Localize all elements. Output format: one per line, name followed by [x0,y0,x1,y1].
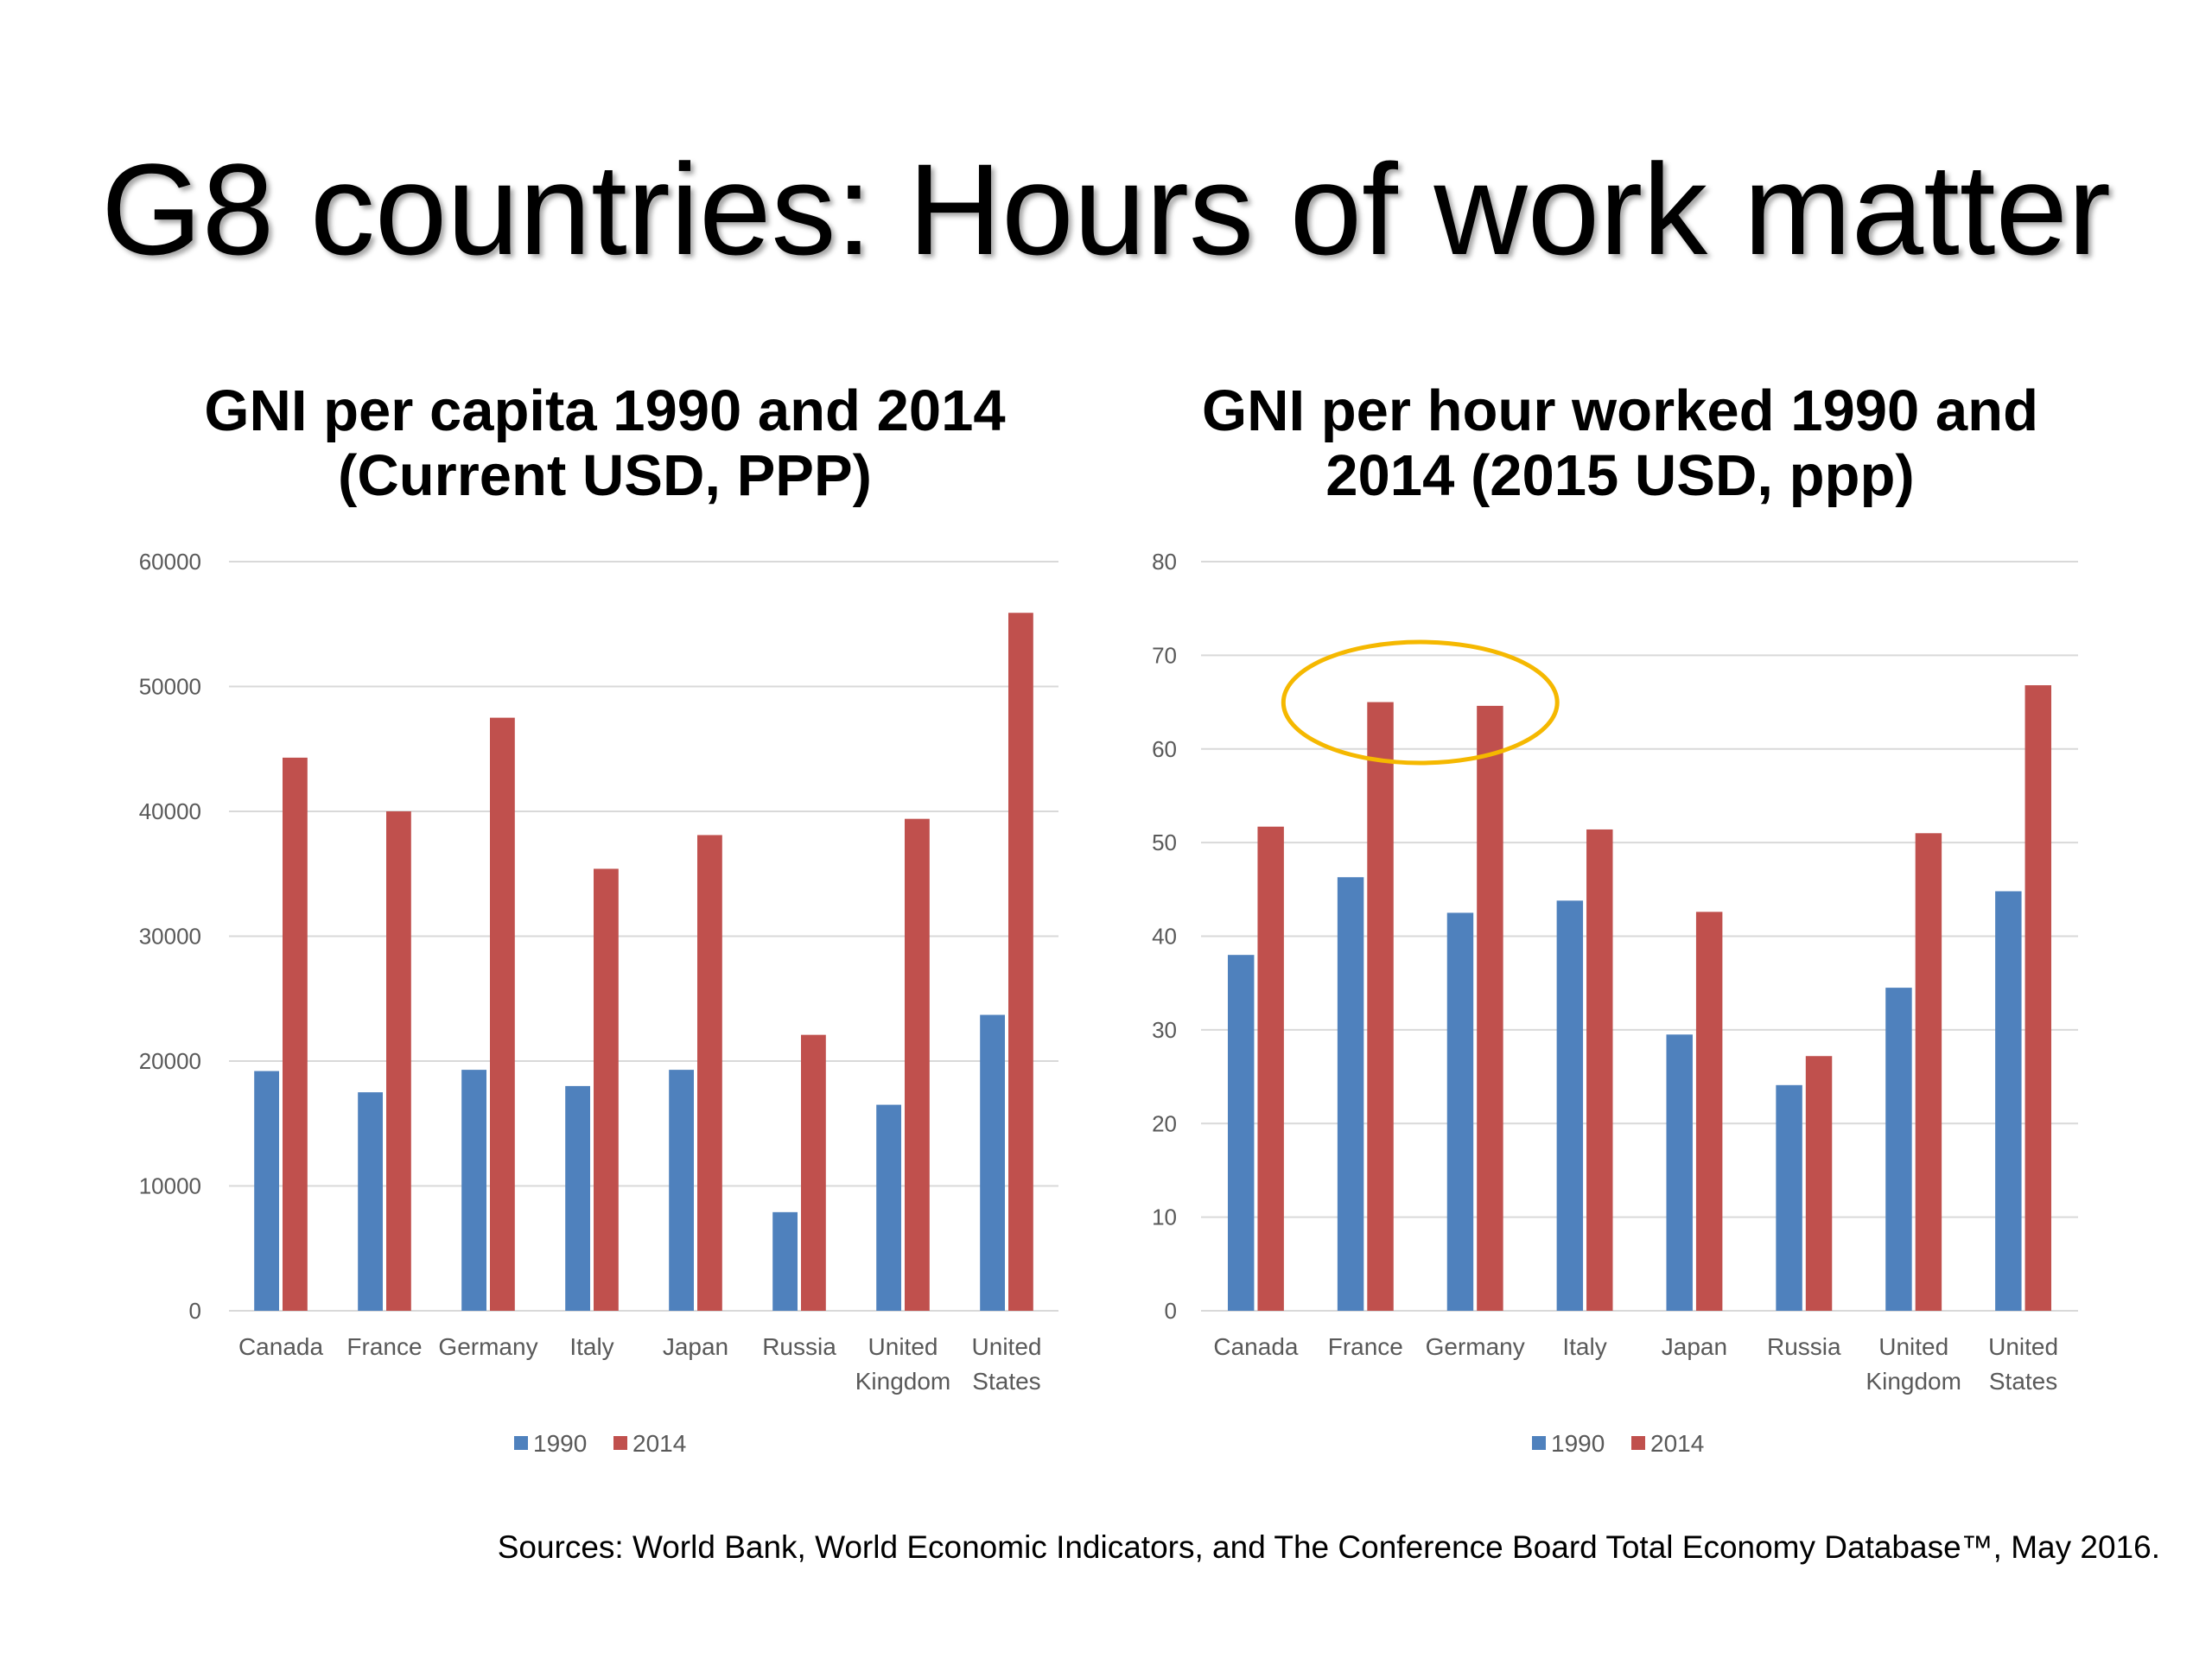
right-chart-bar-1990 [1556,900,1584,1311]
right-chart-title-line2: 2014 (2015 USD, ppp) [1325,443,1915,509]
left-chart-bar-2014 [490,717,515,1311]
right-chart-bar-2014 [1257,826,1284,1311]
left-chart-ytick-label: 30000 [139,924,201,950]
right-chart-legend-label: 2014 [1650,1430,1704,1457]
left-chart-bar-2014 [697,835,722,1311]
right-chart-title: GNI per hour worked 1990 and 2014 (2015 … [1115,378,2126,508]
left-chart-title-line2: (Current USD, PPP) [338,443,872,509]
right-chart-ytick-label: 40 [1152,924,1177,950]
left-chart-legend-label: 2014 [632,1430,686,1457]
left-chart-xtick-label: United [972,1333,1042,1360]
right-chart-xtick-label: United [1988,1333,2058,1360]
left-chart-ytick-label: 40000 [139,798,201,824]
left-chart-bar-1990 [461,1070,486,1311]
right-chart-xtick-label: Japan [1662,1333,1727,1360]
right-chart-ytick-label: 30 [1152,1017,1177,1043]
right-chart-xtick-label: Germany [1426,1333,1525,1360]
left-chart-title-line1: GNI per capita 1990 and 2014 [204,378,1006,443]
right-chart-bar-2014 [1586,829,1613,1311]
right-chart-ytick-label: 10 [1152,1205,1177,1230]
right-chart-xtick-label: States [1989,1368,2057,1395]
left-chart-xtick-label: Italy [569,1333,613,1360]
right-chart-legend: 1990 2014 [1532,1430,1704,1457]
right-chart-xtick-label: Italy [1562,1333,1606,1360]
left-chart-bar-1990 [669,1070,694,1311]
left-chart-bar-1990 [876,1104,901,1311]
right-chart-ytick-label: 60 [1152,736,1177,762]
right-chart-legend-swatch [1532,1436,1546,1450]
left-chart-xtick-label: United [868,1333,938,1360]
right-chart-title-line1: GNI per hour worked 1990 and [1201,378,2039,443]
left-chart-legend-swatch [613,1436,627,1450]
left-chart-legend-label: 1990 [533,1430,587,1457]
left-chart-bar-1990 [772,1211,798,1311]
left-chart-xtick-label: Kingdom [855,1368,951,1395]
source-note: Sources: World Bank, World Economic Indi… [497,1529,2160,1565]
left-chart-ytick-label: 60000 [139,549,201,575]
left-chart-bar-1990 [980,1014,1005,1311]
right-chart-xtick-label: Russia [1767,1333,1841,1360]
left-chart-xtick-label: States [972,1368,1040,1395]
left-chart-xtick-label: France [346,1333,422,1360]
left-chart-ytick-label: 10000 [139,1173,201,1199]
left-chart-bar-2014 [283,757,308,1311]
left-chart-bar-1990 [358,1092,383,1311]
left-chart-xtick-label: Japan [663,1333,728,1360]
right-chart-xtick-label: Canada [1213,1333,1299,1360]
right-chart-bar-2014 [2024,685,2052,1311]
right-chart-legend-label: 1990 [1551,1430,1605,1457]
left-chart-legend: 1990 2014 [514,1430,686,1457]
right-chart-ytick-label: 80 [1152,549,1177,575]
left-chart-xtick-label: Canada [238,1333,324,1360]
right-chart-ytick-label: 0 [1165,1298,1177,1324]
left-chart: 0 10000 20000 30000 40000 50000 60000 Canada Fra… [139,549,1058,1457]
right-chart-bar-1990 [1885,988,1912,1311]
left-chart-bar-2014 [801,1034,826,1311]
left-chart-ytick-label: 20000 [139,1048,201,1074]
right-chart-bar-1990 [1776,1084,1802,1311]
slide-title: G8 countries: Hours of work matter [101,137,2111,282]
right-chart-ytick-label: 70 [1152,642,1177,668]
right-chart-highlight-ellipse [1281,639,1560,766]
right-chart-bar-1990 [1666,1034,1693,1311]
right-chart-bar-1990 [1446,912,1474,1311]
right-chart-bar-2014 [1805,1056,1833,1311]
right-chart-bar-2014 [1367,702,1394,1311]
right-chart-xtick-label: United [1878,1333,1948,1360]
right-chart: 0 10 20 30 40 50 60 70 80 Canada France Germany Ital… [1152,549,2078,1457]
left-chart-title: GNI per capita 1990 and 2014 (Current US… [86,378,1123,508]
left-chart-bar-1990 [254,1071,279,1311]
right-chart-bar-2014 [1695,912,1723,1311]
left-chart-bar-2014 [905,818,930,1311]
right-chart-ytick-label: 20 [1152,1110,1177,1136]
right-chart-bar-1990 [1995,891,2022,1311]
right-chart-ytick-label: 50 [1152,830,1177,855]
left-chart-ytick-label: 0 [189,1298,201,1324]
left-chart-ytick-label: 50000 [139,674,201,700]
left-chart-legend-swatch [514,1436,528,1450]
left-chart-bar-1990 [565,1085,590,1311]
right-chart-legend-swatch [1631,1436,1645,1450]
left-chart-bar-2014 [386,811,411,1311]
left-chart-bar-2014 [594,868,619,1311]
left-chart-xtick-label: Germany [438,1333,537,1360]
right-chart-bar-2014 [1477,705,1503,1311]
right-chart-xtick-label: Kingdom [1866,1368,1961,1395]
left-chart-bar-2014 [1008,613,1033,1311]
right-chart-bar-1990 [1337,877,1364,1311]
right-chart-bar-2014 [1915,833,1942,1311]
left-chart-xtick-label: Russia [762,1333,836,1360]
right-chart-bar-1990 [1227,955,1255,1311]
right-chart-xtick-label: France [1328,1333,1403,1360]
